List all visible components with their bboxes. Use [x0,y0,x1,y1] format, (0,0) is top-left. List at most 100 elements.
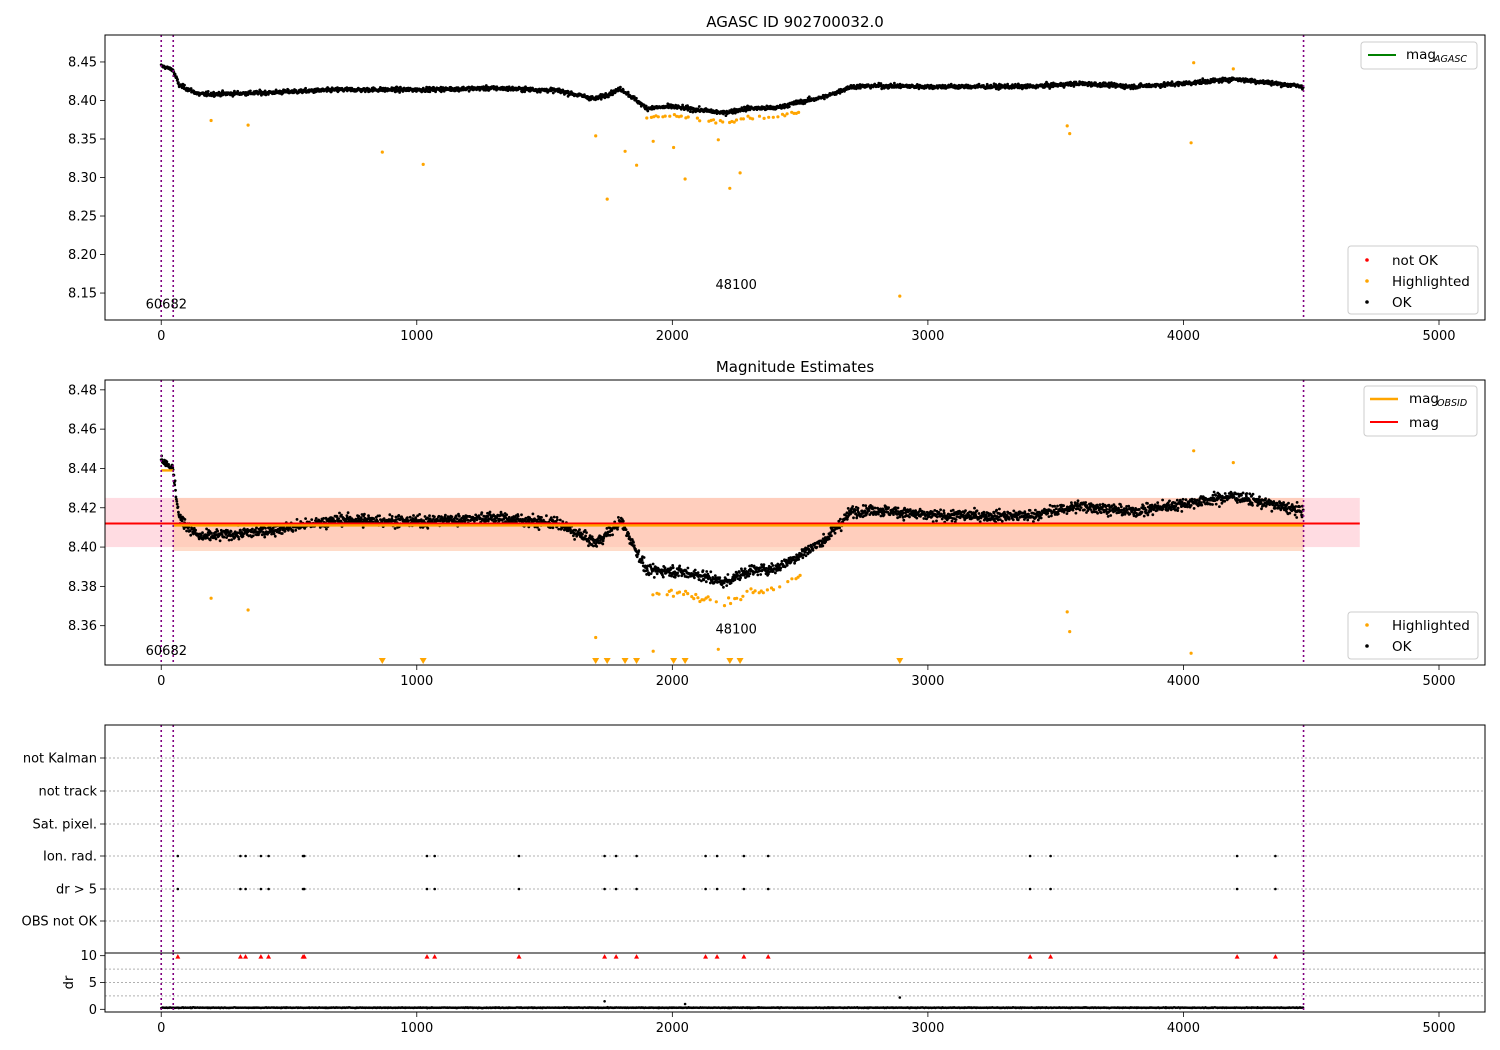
ok-point [701,569,705,573]
ok-point [626,90,630,94]
ok-point [748,572,752,576]
ok-point [455,517,459,521]
highlighted-point [751,117,755,121]
ok-point [677,574,680,578]
ok-point [264,526,267,530]
highlighted-point [686,115,690,119]
ok-point [621,519,625,523]
ok-point [696,571,700,575]
ok-point [877,512,880,516]
ok-point [263,535,267,539]
highlighted-point [757,114,762,118]
ok-point [486,514,490,518]
ok-point [1007,517,1011,521]
ok-point [607,95,610,99]
highlighted-point [1189,141,1193,145]
ok-point [693,568,697,572]
x-tick-label: 5000 [1422,329,1455,344]
ok-point [241,534,245,538]
ok-point [771,564,775,567]
ok-point [729,581,733,585]
highlighted-point [898,294,902,298]
ok-point [617,516,620,519]
ok-point [450,515,454,519]
ok-point [760,568,764,572]
ok-point [973,506,976,510]
ok-point [291,530,295,533]
ok-point [251,527,254,531]
ok-point [975,509,979,513]
ok-point [229,530,233,533]
x-tick-label: 2000 [656,329,689,344]
y-tick-label: 8.35 [68,132,97,147]
ok-point [227,538,231,542]
ok-point [545,514,548,518]
ok-point [287,88,290,92]
ok-point [635,96,638,100]
ok-point [407,519,410,522]
ok-point [942,509,946,513]
ok-point [804,554,808,558]
highlighted-point [1192,61,1196,65]
ok-point [173,72,177,76]
highlighted-point [668,114,672,118]
ok-point [833,531,837,535]
highlighted-point [797,110,801,114]
ok-point [584,534,587,538]
ok-point [214,537,218,541]
ok-point [624,528,628,531]
ok-point [581,532,584,536]
ok-point [1000,519,1004,523]
y-tick-label: 8.40 [68,94,97,109]
highlighted-point [714,121,718,125]
ok-point [499,510,503,514]
ok-point [873,506,877,510]
ok-point [811,548,815,552]
ok-point [531,512,535,516]
ok-point [179,513,182,517]
ok-point [393,527,397,530]
ok-point [426,526,430,530]
ok-point [262,530,265,534]
ok-point [167,463,171,466]
ok-point [335,515,339,518]
ok-point [206,90,210,93]
ok-point [678,564,682,568]
ok-point [304,517,307,520]
ok-point [739,576,742,580]
y-tick-label: 8.30 [68,171,97,186]
middle-panel-title: Magnitude Estimates [716,358,874,376]
ok-point [671,564,675,567]
ok-point [175,500,179,503]
ok-point [915,516,919,520]
ok-point [314,517,318,520]
ok-point [762,563,766,566]
x-tick-label: 4000 [1167,329,1200,344]
ok-point [637,549,641,553]
ok-point [360,518,363,521]
ok-point [998,507,1001,511]
ok-point [520,513,523,517]
ok-point [852,516,855,520]
ok-point [1012,509,1016,513]
y-tick-label: 8.45 [68,55,97,70]
ok-point [310,518,314,521]
highlighted-point [651,139,655,143]
ok-point [621,88,625,92]
top-panel-title: AGASC ID 902700032.0 [706,13,884,31]
ok-point [294,528,298,532]
ok-point [574,529,578,532]
ok-point [838,526,841,530]
ok-point [482,514,486,518]
highlighted-point [1068,132,1072,136]
ok-point [902,511,905,515]
highlighted-point [246,123,250,127]
ok-point [557,527,561,531]
highlighted-point [767,115,771,119]
ok-point [540,516,543,519]
ok-point [418,513,421,516]
ok-point [977,512,981,515]
ok-point [982,510,986,514]
ok-point [954,518,958,521]
